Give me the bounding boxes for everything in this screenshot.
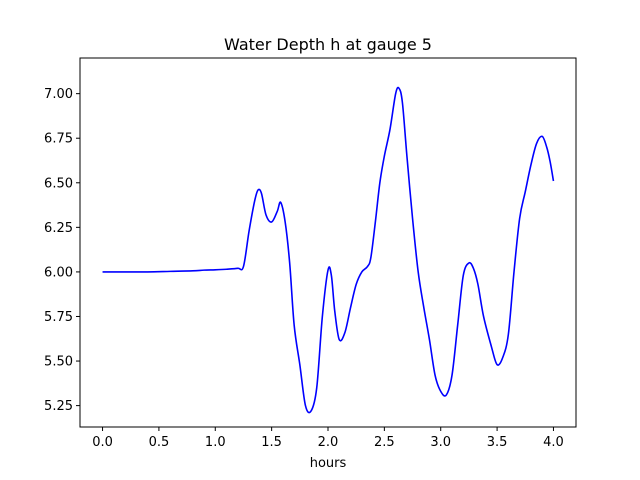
x-tick-label: 1.0 <box>205 435 226 450</box>
y-tick-label: 5.75 <box>44 310 73 325</box>
chart-title: Water Depth h at gauge 5 <box>224 35 432 54</box>
x-tick-label: 2.0 <box>318 435 339 450</box>
y-tick-label: 6.25 <box>44 221 73 236</box>
y-tick-label: 6.75 <box>44 132 73 147</box>
x-tick-label: 4.0 <box>543 435 564 450</box>
y-tick-label: 5.50 <box>44 355 73 370</box>
x-axis-ticks: 0.0 0.5 1.0 1.5 2.0 2.5 3.0 3.5 4.0 <box>92 427 564 450</box>
y-axis-ticks: 5.25 5.50 5.75 6.00 6.25 6.50 6.75 7.00 <box>44 87 80 414</box>
x-tick-label: 3.5 <box>487 435 508 450</box>
series-line <box>102 86 555 414</box>
y-tick-label: 6.00 <box>44 265 73 280</box>
x-tick-label: 0.0 <box>92 435 113 450</box>
y-tick-label: 5.25 <box>44 399 73 414</box>
y-tick-label: 7.00 <box>44 87 73 102</box>
x-tick-label: 1.5 <box>261 435 282 450</box>
series-layer <box>102 86 555 414</box>
x-tick-label: 0.5 <box>149 435 170 450</box>
x-tick-label: 2.5 <box>374 435 395 450</box>
x-axis-label: hours <box>310 456 347 471</box>
y-tick-label: 6.50 <box>44 176 73 191</box>
x-tick-label: 3.0 <box>430 435 451 450</box>
